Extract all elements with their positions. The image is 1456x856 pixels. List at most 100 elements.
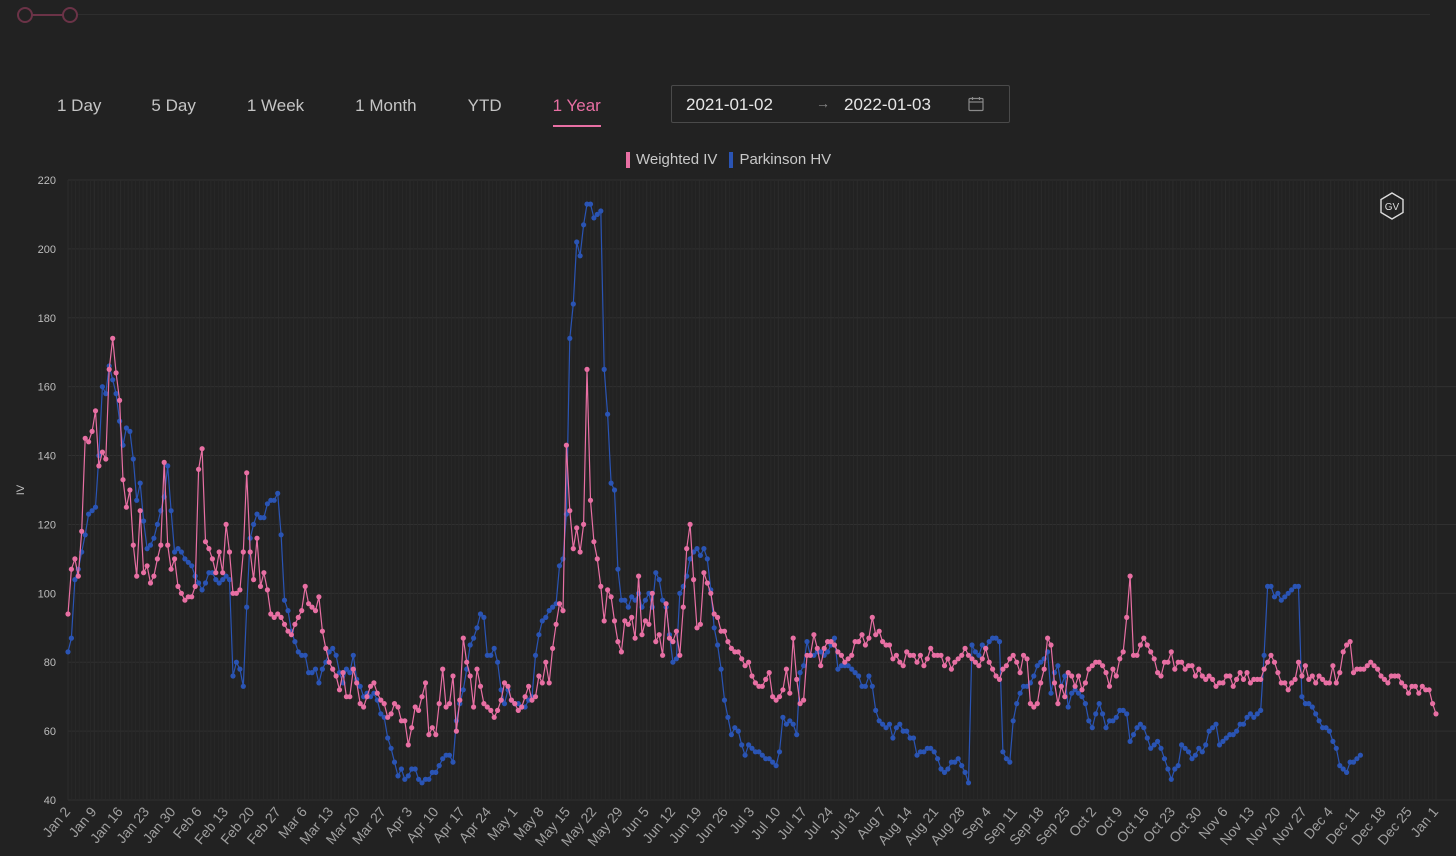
data-point[interactable] xyxy=(172,549,178,555)
data-point[interactable] xyxy=(110,335,116,341)
data-point[interactable] xyxy=(677,652,683,658)
data-point[interactable] xyxy=(1007,656,1013,662)
data-point[interactable] xyxy=(230,673,236,679)
data-point[interactable] xyxy=(1234,676,1240,683)
data-point[interactable] xyxy=(972,649,979,655)
data-point[interactable] xyxy=(237,666,243,672)
data-point[interactable] xyxy=(361,704,367,710)
data-point[interactable] xyxy=(460,635,466,641)
data-point[interactable] xyxy=(849,666,855,672)
data-point[interactable] xyxy=(350,666,356,672)
data-point[interactable] xyxy=(1024,683,1030,689)
data-point[interactable] xyxy=(433,732,439,738)
data-point[interactable] xyxy=(261,515,267,521)
data-point[interactable] xyxy=(220,577,226,583)
data-point[interactable] xyxy=(811,632,817,638)
data-point[interactable] xyxy=(1313,711,1319,717)
data-point[interactable] xyxy=(271,497,277,503)
data-point[interactable] xyxy=(1010,652,1016,658)
data-point[interactable] xyxy=(873,707,879,714)
data-point[interactable] xyxy=(68,635,74,641)
data-point[interactable] xyxy=(154,556,160,562)
data-point[interactable] xyxy=(581,222,587,228)
data-point[interactable] xyxy=(1251,714,1257,720)
data-point[interactable] xyxy=(787,718,793,724)
data-point[interactable] xyxy=(192,583,198,590)
data-point[interactable] xyxy=(1395,673,1401,679)
data-point[interactable] xyxy=(625,621,631,627)
data-point[interactable] xyxy=(450,759,456,765)
data-point[interactable] xyxy=(412,766,418,772)
data-point[interactable] xyxy=(1210,725,1216,731)
data-point[interactable] xyxy=(845,656,851,662)
data-point[interactable] xyxy=(446,752,453,758)
data-point[interactable] xyxy=(862,683,869,689)
data-point[interactable] xyxy=(1141,635,1147,641)
data-point[interactable] xyxy=(336,687,343,693)
data-point[interactable] xyxy=(976,652,982,658)
data-point[interactable] xyxy=(1031,673,1037,679)
data-point[interactable] xyxy=(776,749,783,755)
data-point[interactable] xyxy=(828,639,834,645)
data-point[interactable] xyxy=(1344,642,1350,648)
data-point[interactable] xyxy=(1144,735,1150,741)
data-point[interactable] xyxy=(309,604,315,610)
data-point[interactable] xyxy=(804,639,810,645)
data-point[interactable] xyxy=(495,707,501,714)
data-point[interactable] xyxy=(137,480,143,486)
data-point[interactable] xyxy=(656,632,662,638)
data-point[interactable] xyxy=(65,611,71,617)
data-point[interactable] xyxy=(154,521,160,528)
data-point[interactable] xyxy=(591,539,597,545)
data-point[interactable] xyxy=(175,583,181,590)
data-point[interactable] xyxy=(914,659,920,665)
data-point[interactable] xyxy=(945,766,951,772)
data-point[interactable] xyxy=(1096,659,1102,665)
data-point[interactable] xyxy=(945,656,951,662)
data-point[interactable] xyxy=(1368,659,1374,665)
data-point[interactable] xyxy=(1309,704,1315,710)
data-point[interactable] xyxy=(1120,649,1126,655)
data-point[interactable] xyxy=(467,642,473,648)
data-point[interactable] xyxy=(1337,670,1343,676)
tab-1-year[interactable]: 1 Year xyxy=(536,86,618,128)
data-point[interactable] xyxy=(226,549,233,555)
data-point[interactable] xyxy=(1038,659,1044,665)
data-point[interactable] xyxy=(797,670,803,676)
data-point[interactable] xyxy=(254,535,260,541)
data-point[interactable] xyxy=(567,508,573,514)
data-point[interactable] xyxy=(1086,666,1092,672)
data-point[interactable] xyxy=(721,697,728,703)
data-point[interactable] xyxy=(226,577,233,583)
data-point[interactable] xyxy=(1199,673,1205,679)
data-point[interactable] xyxy=(979,656,985,662)
data-point[interactable] xyxy=(842,659,848,665)
data-point[interactable] xyxy=(567,335,573,341)
data-point[interactable] xyxy=(443,704,449,710)
data-point[interactable] xyxy=(883,725,889,731)
data-point[interactable] xyxy=(1172,766,1178,772)
data-point[interactable] xyxy=(866,673,872,679)
data-point[interactable] xyxy=(550,645,556,652)
data-point[interactable] xyxy=(615,566,621,572)
data-point[interactable] xyxy=(471,635,477,641)
data-point[interactable] xyxy=(1206,728,1212,734)
data-point[interactable] xyxy=(316,594,322,600)
data-point[interactable] xyxy=(512,701,518,707)
data-point[interactable] xyxy=(343,666,349,672)
data-point[interactable] xyxy=(1230,683,1236,689)
data-point[interactable] xyxy=(172,556,178,562)
data-point[interactable] xyxy=(299,608,305,614)
data-point[interactable] xyxy=(1313,680,1319,686)
data-point[interactable] xyxy=(110,377,116,383)
data-point[interactable] xyxy=(453,728,459,734)
data-point[interactable] xyxy=(1165,659,1171,665)
data-point[interactable] xyxy=(1017,690,1023,696)
data-point[interactable] xyxy=(292,621,298,627)
data-point[interactable] xyxy=(1034,701,1040,707)
data-point[interactable] xyxy=(264,587,270,593)
data-point[interactable] xyxy=(92,504,99,510)
data-point[interactable] xyxy=(127,487,133,493)
data-point[interactable] xyxy=(1000,749,1006,755)
data-point[interactable] xyxy=(622,597,628,603)
